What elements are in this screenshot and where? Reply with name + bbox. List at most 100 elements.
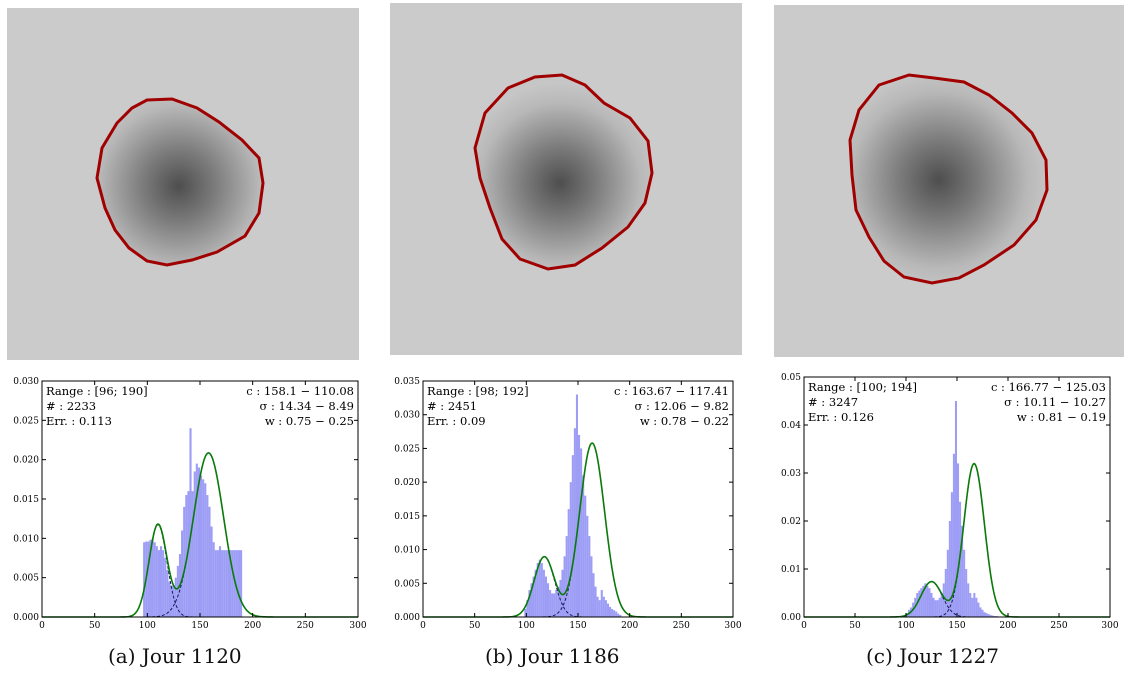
histogram-bar: [151, 538, 154, 617]
x-tick-label: 0: [420, 621, 426, 630]
histogram-bar: [225, 550, 228, 617]
y-tick-label: 0.025: [394, 444, 420, 454]
histogram-bar: [168, 581, 171, 617]
histogram-bar: [172, 585, 175, 617]
info-right-line: σ : 10.11 − 10.27: [1004, 395, 1106, 409]
y-tick-label: 0.005: [13, 574, 39, 584]
histogram-bar: [969, 593, 972, 617]
histogram-bar: [231, 550, 234, 617]
y-tick-label: 0.010: [13, 534, 39, 544]
y-tick-label: 0.015: [394, 512, 420, 522]
histogram-bar: [592, 573, 595, 617]
histogram-bar: [153, 542, 156, 617]
histogram-bar: [208, 506, 211, 617]
info-left-line: # : 3247: [808, 395, 858, 409]
histogram-bar: [237, 550, 241, 617]
histogram-bar: [547, 583, 550, 617]
info-left-line: Err. : 0.113: [46, 414, 112, 428]
histogram-bar: [590, 556, 593, 617]
histogram-bar: [938, 597, 941, 617]
histogram-bar: [954, 401, 957, 617]
panel-c: 0 50 100 150 200 250 300 0.00 0.01 0.02 0.03 0.04 0.…: [754, 0, 1124, 691]
histogram-bar: [598, 600, 601, 617]
y-tick-label: 0.030: [13, 377, 39, 387]
histogram-bar: [604, 600, 607, 617]
histogram-plot-a: 0 50 100 150 200 250 300 0.000 0.005 0.010 0.015 0.…: [0, 370, 370, 631]
histogram-bar: [191, 491, 194, 617]
histogram-bar: [991, 615, 994, 617]
caption-c: (c) Jour 1227: [866, 644, 999, 668]
histogram-bar: [240, 550, 243, 617]
histogram-bar: [216, 550, 219, 617]
histogram-bar: [932, 597, 935, 617]
histogram-bar: [197, 467, 200, 617]
histogram-bar: [210, 526, 213, 617]
y-tick-label: 0.030: [394, 411, 420, 421]
histogram-bar: [542, 569, 545, 617]
histogram-bar: [235, 550, 238, 617]
y-tick-label: 0.02: [781, 517, 801, 527]
histogram-bar: [582, 475, 585, 617]
histogram-bar: [575, 394, 578, 617]
info-right-line: w : 0.78 − 0.22: [640, 414, 729, 428]
info-right-line: w : 0.81 − 0.19: [1017, 410, 1106, 424]
info-right-line: c : 163.67 − 117.41: [614, 384, 729, 398]
histogram-bar: [973, 593, 976, 617]
x-tick-label: 100: [518, 621, 535, 630]
info-left-line: Err. : 0.126: [808, 410, 874, 424]
histogram-bar: [162, 550, 165, 617]
x-tick-label: 250: [673, 621, 690, 630]
x-tick-label: 100: [139, 621, 156, 630]
info-right-line: σ : 14.34 − 8.49: [259, 399, 354, 413]
histogram-bar: [563, 556, 566, 617]
histogram-bar: [928, 588, 931, 617]
x-tick-label: 50: [89, 621, 101, 630]
histogram-bar: [930, 593, 933, 617]
histogram-bar: [221, 550, 224, 617]
histogram-bar: [223, 550, 226, 617]
histogram-bar: [532, 576, 535, 617]
histogram-bar: [202, 479, 205, 617]
x-tick-label: 300: [1101, 621, 1118, 630]
histogram-bar: [551, 593, 554, 617]
histogram-bar: [189, 428, 192, 617]
histogram-bar: [977, 602, 980, 617]
info-right-line: c : 166.77 − 125.03: [991, 380, 1106, 394]
histogram-bar: [924, 583, 927, 617]
histogram-bar: [936, 600, 939, 617]
info-right-line: c : 158.1 − 110.08: [246, 384, 354, 398]
histogram-bar: [544, 576, 547, 617]
histogram-bar: [212, 542, 215, 617]
histogram-bar: [549, 590, 552, 617]
histogram-bar: [557, 586, 560, 617]
histogram-bar: [952, 453, 955, 617]
x-tick-label: 200: [621, 621, 638, 630]
histogram-bar: [983, 612, 986, 617]
histogram-bar: [596, 596, 599, 617]
y-tick-label: 0.010: [394, 546, 420, 556]
histogram-bar: [206, 495, 209, 617]
histogram-bar: [526, 600, 529, 617]
histogram-bar: [147, 541, 150, 617]
y-tick-label: 0.04: [781, 421, 801, 431]
histogram-bar: [602, 596, 605, 617]
y-tick-label: 0.05: [781, 373, 801, 383]
histogram-bar: [571, 455, 574, 617]
blob-contour: [95, 97, 265, 267]
histogram-bar: [183, 506, 186, 617]
info-left-line: Err. : 0.09: [427, 414, 486, 428]
info-left-line: Range : [100; 194]: [808, 380, 917, 394]
y-tick-label: 0.020: [13, 456, 39, 466]
y-tick-label: 0.01: [781, 565, 801, 575]
y-tick-label: 0.000: [13, 613, 39, 623]
histogram-bar: [611, 608, 614, 617]
histogram-bar: [174, 577, 177, 617]
histogram-bar: [944, 569, 947, 617]
y-tick-label: 0.035: [394, 377, 420, 387]
histogram-bar: [920, 588, 923, 617]
histogram-bar: [981, 609, 984, 617]
histogram-bar: [578, 434, 581, 617]
x-tick-label: 300: [349, 621, 366, 630]
histogram-bar: [524, 608, 527, 617]
histogram-svg-c: 0 50 100 150 200 250 300 0.00 0.01 0.02 0.03 0.04 0.…: [781, 373, 1119, 631]
